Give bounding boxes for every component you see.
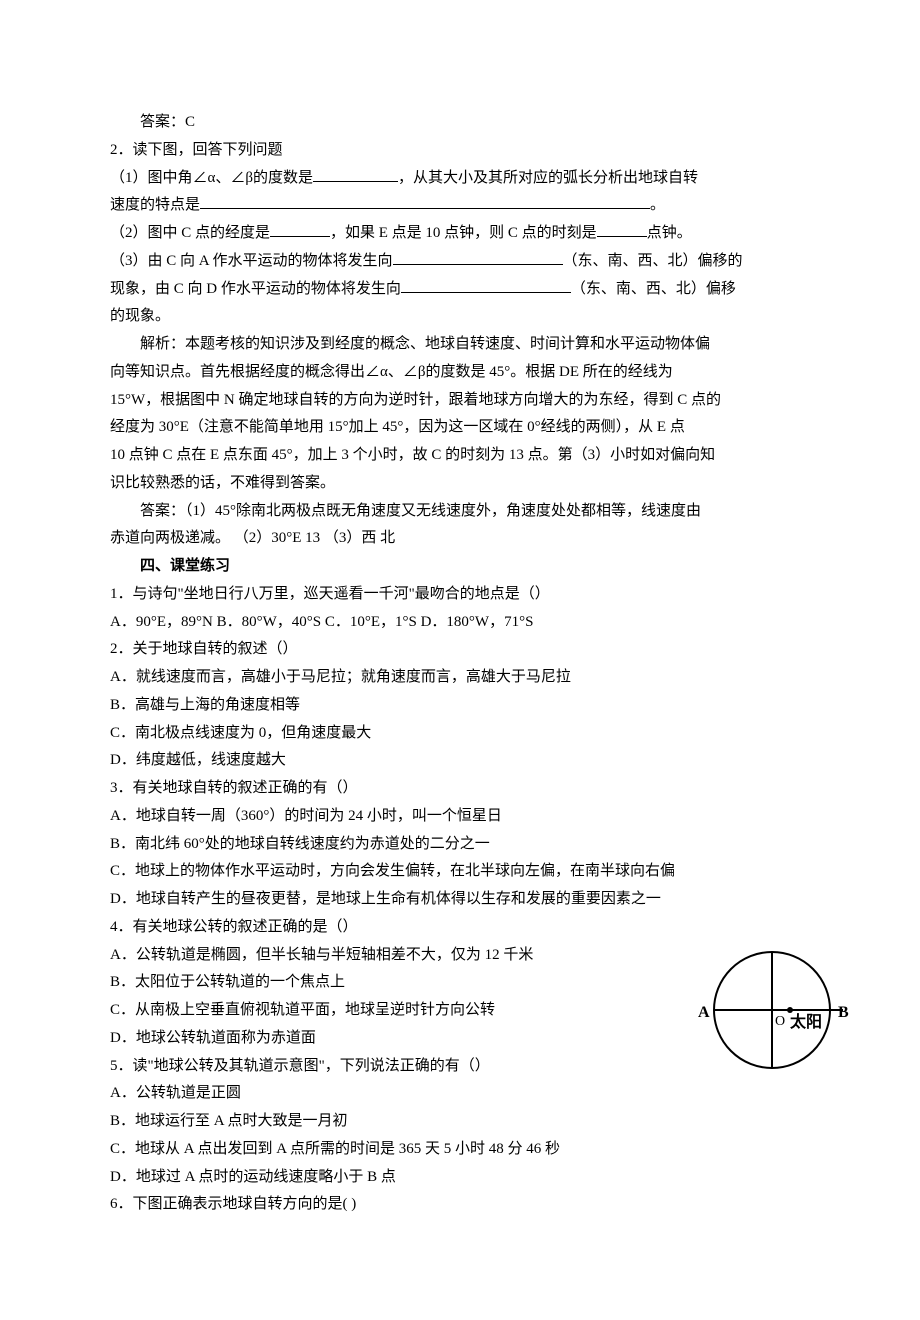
ex5-a: A．公转轨道是正圆: [110, 1081, 820, 1106]
q2-part2: （2）图中 C 点的经度是 ，如果 E 点是 10 点钟，则 C 点的时刻是 点钟。: [110, 221, 820, 246]
ex3-q: 3．有关地球自转的叙述正确的有（）: [110, 776, 820, 801]
ex2-c: C．南北极点线速度为 0，但角速度最大: [110, 721, 820, 746]
q2-p3d: （东、南、西、北）偏移: [571, 281, 736, 297]
q2-p3c: 现象，由 C 向 D 作水平运动的物体将发生向: [110, 281, 401, 297]
q2-part3: （3）由 C 向 A 作水平运动的物体将发生向 （东、南、西、北）偏移的: [110, 249, 820, 274]
answer-text: 答案：C: [110, 110, 820, 135]
analysis-4: 经度为 30°E（注意不能简单地用 15°加上 45°，因为这一区域在 0°经线…: [110, 415, 820, 440]
ex3-b: B．南北纬 60°处的地球自转线速度约为赤道处的二分之一: [110, 832, 820, 857]
ex5-c: C．地球从 A 点出发回到 A 点所需的时间是 365 天 5 小时 48 分 …: [110, 1137, 820, 1162]
ex2-d: D．纬度越低，线速度越大: [110, 748, 820, 773]
analysis-2: 向等知识点。首先根据经度的概念得出∠α、∠β的度数是 45°。根据 DE 所在的…: [110, 360, 820, 385]
ex1-q: 1．与诗句"坐地日行八万里，巡天遥看一千河"最吻合的地点是（）: [110, 582, 820, 607]
q2-p3a: （3）由 C 向 A 作水平运动的物体将发生向: [110, 253, 393, 269]
ex1-opts: A．90°E，89°N B．80°W，40°S C．10°E，1°S D．180…: [110, 610, 820, 635]
label-b: B: [838, 1004, 849, 1021]
ex5-d: D．地球过 A 点时的运动线速度略小于 B 点: [110, 1165, 820, 1190]
q2-header: 2．读下图，回答下列问题: [110, 138, 820, 163]
blank-4: [597, 222, 647, 237]
q2-p1c: 速度的特点是: [110, 197, 200, 213]
ex3-a: A．地球自转一周（360°）的时间为 24 小时，叫一个恒星日: [110, 804, 820, 829]
q2-part1: （1）图中角∠α、∠β的度数是 ，从其大小及其所对应的弧长分析出地球自转: [110, 166, 820, 191]
q2-p1a: （1）图中角∠α、∠β的度数是: [110, 170, 313, 186]
analysis-5: 10 点钟 C 点在 E 点东面 45°，加上 3 个小时，故 C 的时刻为 1…: [110, 443, 820, 468]
ex5-b: B．地球运行至 A 点时大致是一月初: [110, 1109, 820, 1134]
ex2-q: 2．关于地球自转的叙述（）: [110, 637, 820, 662]
blank-3: [270, 222, 330, 237]
ex2-b: B．高雄与上海的角速度相等: [110, 693, 820, 718]
ex3-d: D．地球自转产生的昼夜更替，是地球上生命有机体得以生存和发展的重要因素之一: [110, 887, 820, 912]
label-sun: 太阳: [789, 1012, 822, 1031]
blank-5: [393, 250, 563, 265]
ex6-q: 6．下图正确表示地球自转方向的是( ): [110, 1192, 820, 1217]
analysis-1: 解析：本题考核的知识涉及到经度的概念、地球自转速度、时间计算和水平运动物体偏: [110, 332, 820, 357]
analysis-6: 识比较熟悉的话，不难得到答案。: [110, 471, 820, 496]
sun-dot: [787, 1007, 793, 1013]
q2-p1d: 。: [650, 197, 665, 213]
ex2-a: A．就线速度而言，高雄小于马尼拉；就角速度而言，高雄大于马尼拉: [110, 665, 820, 690]
blank-6: [401, 278, 571, 293]
q2-p1b: ，从其大小及其所对应的弧长分析出地球自转: [398, 170, 698, 186]
blank-1: [313, 167, 398, 182]
ex4-q: 4．有关地球公转的叙述正确的是（）: [110, 915, 820, 940]
ex3-c: C．地球上的物体作水平运动时，方向会发生偏转，在北半球向左偏，在南半球向右偏: [110, 859, 820, 884]
q2-part3-end: 的现象。: [110, 304, 820, 329]
orbit-diagram: A B O 太阳: [695, 945, 850, 1075]
q2-part1-cont: 速度的特点是 。: [110, 193, 820, 218]
label-o: O: [775, 1014, 785, 1029]
section4-title: 四、课堂练习: [110, 554, 820, 579]
q2-p2b: ，如果 E 点是 10 点钟，则 C 点的时刻是: [330, 225, 597, 241]
answers-1: 答案：（1）45°除南北两极点既无角速度又无线速度外，角速度处处都相等，线速度由: [110, 499, 820, 524]
answers-2: 赤道向两极递减。 （2）30°E 13 （3）西 北: [110, 526, 820, 551]
blank-2: [200, 194, 650, 209]
q2-p2a: （2）图中 C 点的经度是: [110, 225, 270, 241]
q2-p3b: （东、南、西、北）偏移的: [563, 253, 743, 269]
q2-part3-cont: 现象，由 C 向 D 作水平运动的物体将发生向 （东、南、西、北）偏移: [110, 277, 820, 302]
analysis-3: 15°W，根据图中 N 确定地球自转的方向为逆时针，跟着地球方向增大的为东经，得…: [110, 388, 820, 413]
q2-p2c: 点钟。: [647, 225, 692, 241]
label-a: A: [698, 1004, 710, 1021]
